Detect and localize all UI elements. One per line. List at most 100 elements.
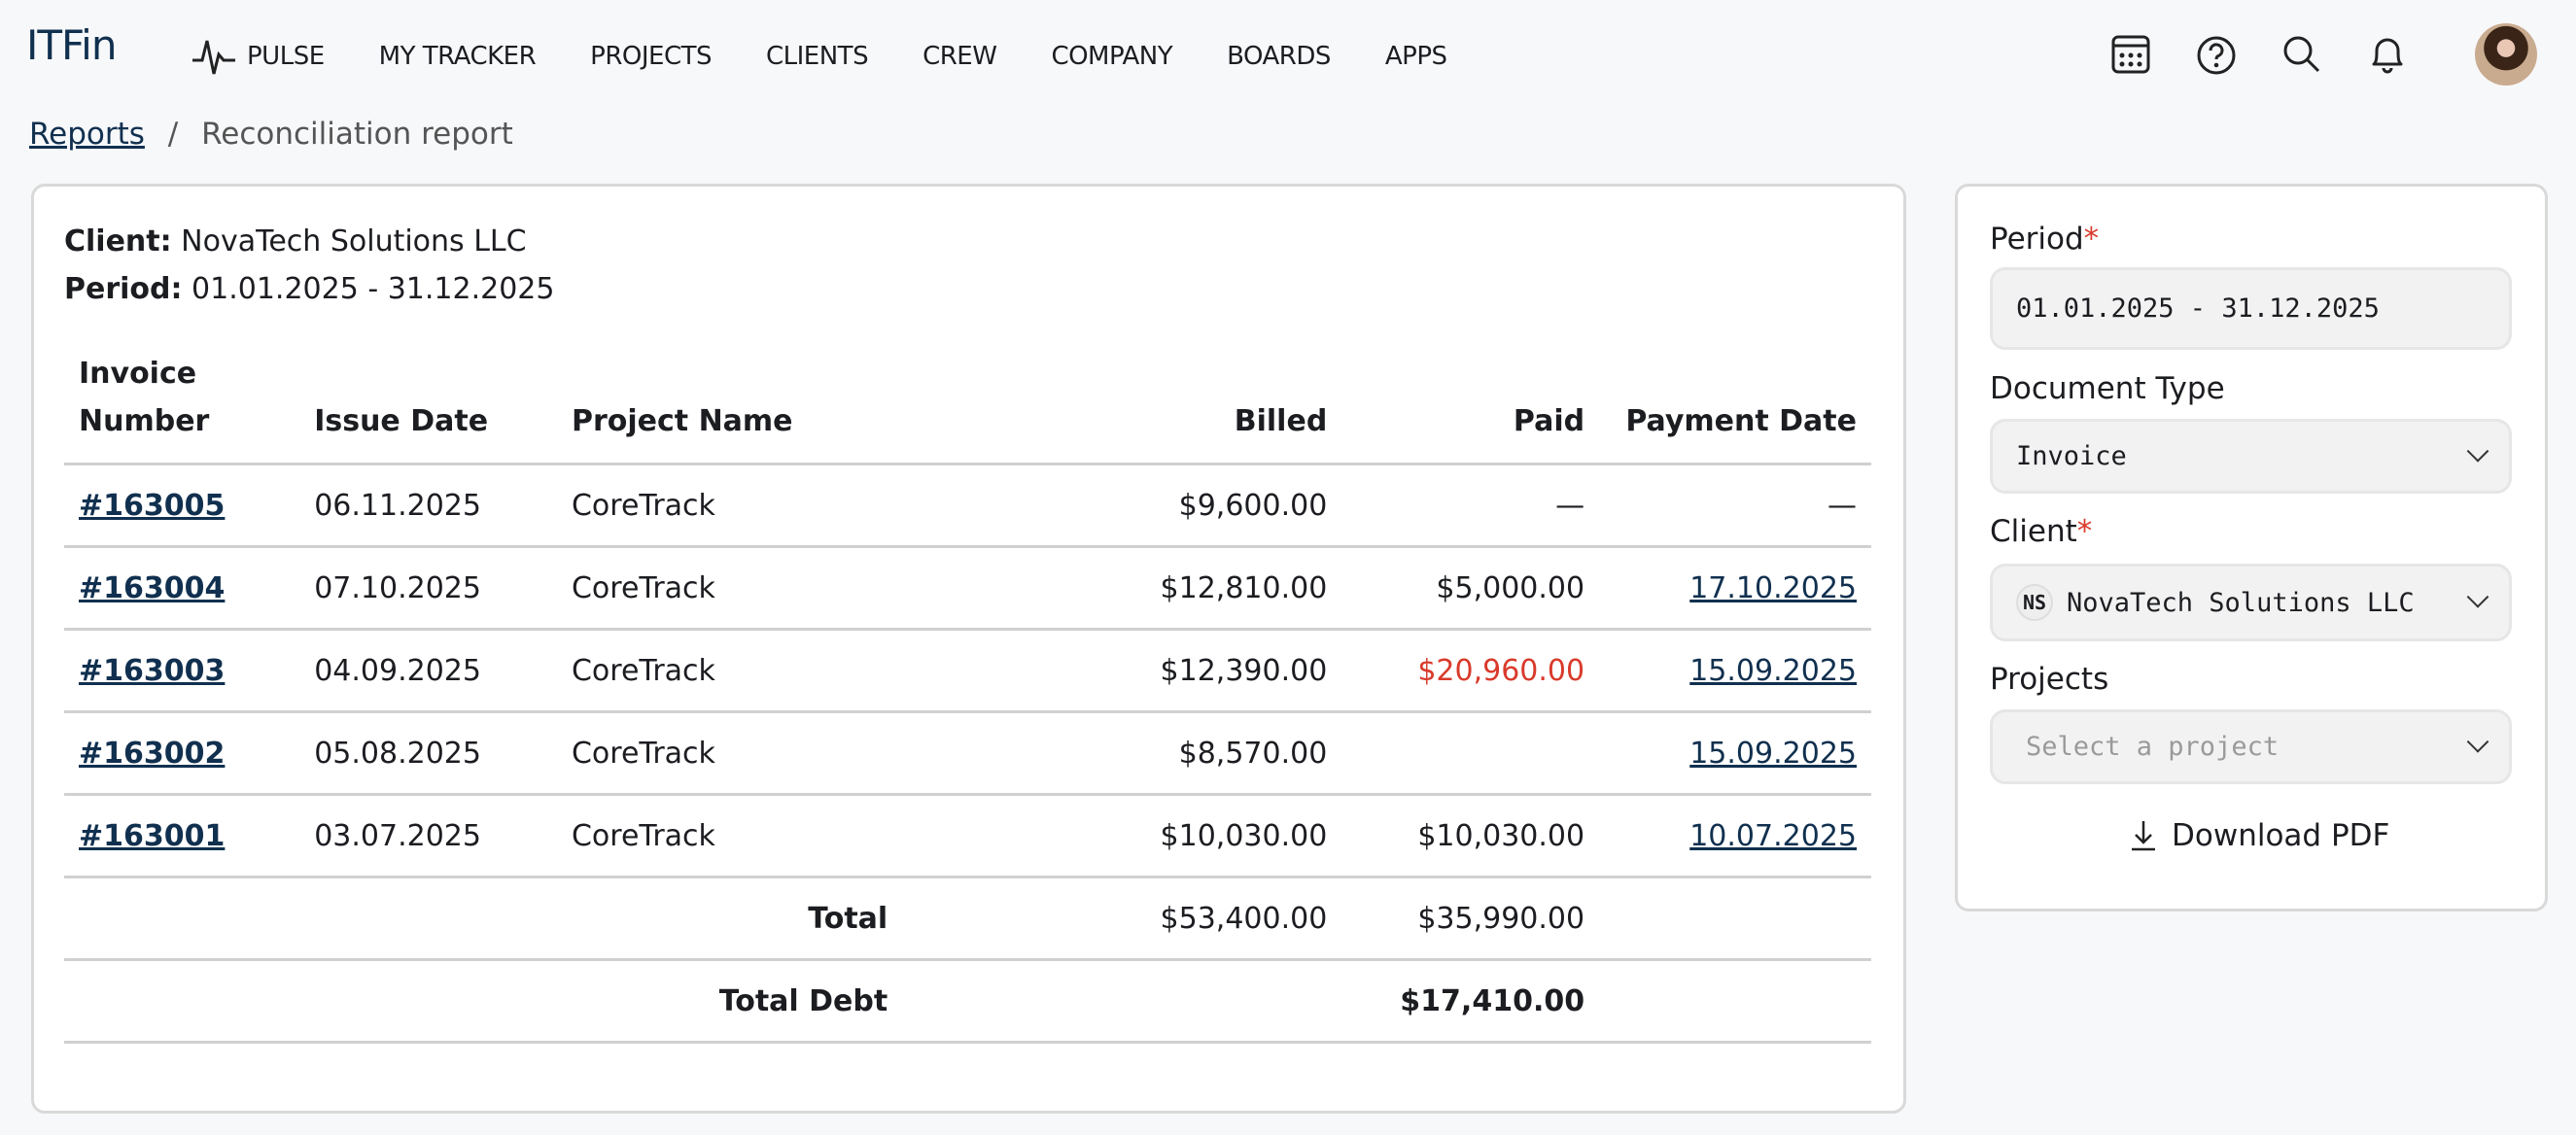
invoice-link[interactable]: #163003 bbox=[79, 653, 226, 688]
payment-date-link[interactable]: 15.09.2025 bbox=[1689, 653, 1857, 688]
calendar-icon[interactable] bbox=[2109, 33, 2152, 76]
col-paid: Paid bbox=[1341, 350, 1600, 465]
paid-cell bbox=[1341, 711, 1600, 796]
client-name: NovaTech Solutions LLC bbox=[181, 224, 527, 258]
bell-icon[interactable] bbox=[2366, 33, 2409, 76]
nav-boards[interactable]: BOARDS bbox=[1227, 42, 1331, 71]
billed-cell: $12,810.00 bbox=[902, 546, 1342, 631]
col-invoice-number: Invoice Number bbox=[64, 350, 300, 465]
billed-cell: $9,600.00 bbox=[902, 464, 1342, 548]
payment-date-cell: 10.07.2025 bbox=[1599, 794, 1871, 878]
invoice-cell: #163005 bbox=[64, 464, 300, 548]
payment-date-cell: 17.10.2025 bbox=[1599, 546, 1871, 631]
payment-date-cell: 15.09.2025 bbox=[1599, 629, 1871, 713]
nav-pulse-label: PULSE bbox=[247, 42, 325, 71]
invoice-link[interactable]: #163004 bbox=[79, 570, 226, 605]
search-icon[interactable] bbox=[2280, 33, 2323, 76]
breadcrumb-reports-link[interactable]: Reports bbox=[29, 117, 145, 152]
nav-crew[interactable]: CREW bbox=[922, 42, 997, 71]
payment-date-cell: — bbox=[1599, 464, 1871, 548]
total-billed: $53,400.00 bbox=[902, 877, 1342, 961]
reconciliation-table: Invoice Number Issue Date Project Name B… bbox=[64, 350, 1871, 1044]
paid-cell: — bbox=[1341, 464, 1600, 548]
download-pdf-label: Download PDF bbox=[2172, 818, 2390, 853]
invoice-link[interactable]: #163001 bbox=[79, 818, 226, 853]
document-type-select[interactable]: Invoice bbox=[1990, 419, 2512, 494]
invoice-cell: #163004 bbox=[64, 546, 300, 631]
projects-filter-label: Projects bbox=[1990, 662, 2109, 697]
project-cell: CoreTrack bbox=[556, 711, 903, 796]
issue-date-cell: 04.09.2025 bbox=[299, 629, 557, 713]
issue-date-cell: 07.10.2025 bbox=[299, 546, 557, 631]
table-row: #163004 07.10.2025 CoreTrack $12,810.00 … bbox=[64, 546, 1871, 631]
projects-placeholder: Select a project bbox=[2026, 732, 2280, 762]
issue-date-cell: 03.07.2025 bbox=[299, 794, 557, 878]
table-row: #163002 05.08.2025 CoreTrack $8,570.00 1… bbox=[64, 711, 1871, 796]
total-paid: $35,990.00 bbox=[1341, 877, 1600, 961]
nav-clients[interactable]: CLIENTS bbox=[766, 42, 869, 71]
projects-select[interactable]: Select a project bbox=[1990, 709, 2512, 784]
chevron-down-icon bbox=[2466, 730, 2489, 753]
avatar[interactable] bbox=[2475, 23, 2537, 86]
total-label: Total bbox=[64, 877, 903, 961]
nav-projects[interactable]: PROJECTS bbox=[590, 42, 712, 71]
project-cell: CoreTrack bbox=[556, 629, 903, 713]
total-row: Total $53,400.00 $35,990.00 bbox=[64, 877, 1871, 961]
client-label: Client: bbox=[64, 224, 172, 258]
download-pdf-button[interactable]: Download PDF bbox=[2129, 818, 2389, 853]
table-header: Invoice Number Issue Date Project Name B… bbox=[64, 350, 1871, 465]
period-label: Period: bbox=[64, 272, 183, 306]
col-billed: Billed bbox=[902, 350, 1342, 465]
invoice-link[interactable]: #163002 bbox=[79, 736, 226, 771]
main-nav: PULSE MY TRACKER PROJECTS CLIENTS CREW C… bbox=[191, 35, 1447, 78]
table-row: #163005 06.11.2025 CoreTrack $9,600.00 —… bbox=[64, 464, 1871, 548]
period-input[interactable]: 01.01.2025 - 31.12.2025 bbox=[1990, 267, 2512, 350]
billed-cell: $12,390.00 bbox=[902, 629, 1342, 713]
document-type-value: Invoice bbox=[2016, 441, 2127, 471]
paid-cell: $10,030.00 bbox=[1341, 794, 1600, 878]
client-select[interactable]: NS NovaTech Solutions LLC bbox=[1990, 564, 2512, 641]
project-cell: CoreTrack bbox=[556, 546, 903, 631]
report-meta: Client: NovaTech Solutions LLC Period: 0… bbox=[64, 218, 554, 313]
issue-date-cell: 06.11.2025 bbox=[299, 464, 557, 548]
breadcrumb-current: Reconciliation report bbox=[201, 117, 513, 152]
issue-date-cell: 05.08.2025 bbox=[299, 711, 557, 796]
nav-my-tracker[interactable]: MY TRACKER bbox=[378, 42, 537, 71]
download-icon bbox=[2132, 821, 2155, 851]
project-cell: CoreTrack bbox=[556, 464, 903, 548]
billed-cell: $8,570.00 bbox=[902, 711, 1342, 796]
nav-apps[interactable]: APPS bbox=[1384, 42, 1447, 71]
client-filter-label: Client* bbox=[1990, 514, 2093, 549]
client-select-value: NovaTech Solutions LLC bbox=[2067, 587, 2415, 618]
col-issue-date: Issue Date bbox=[299, 350, 557, 465]
invoice-link[interactable]: #163005 bbox=[79, 488, 226, 523]
paid-cell: $20,960.00 bbox=[1341, 629, 1600, 713]
payment-date-link[interactable]: 15.09.2025 bbox=[1689, 736, 1857, 771]
payment-date-empty: — bbox=[1828, 488, 1857, 523]
breadcrumb-separator: / bbox=[167, 117, 179, 152]
nav-company[interactable]: COMPANY bbox=[1051, 42, 1173, 71]
app-logo[interactable]: ITFin bbox=[26, 21, 117, 69]
col-payment-date: Payment Date bbox=[1599, 350, 1871, 465]
invoice-cell: #163002 bbox=[64, 711, 300, 796]
billed-cell: $10,030.00 bbox=[902, 794, 1342, 878]
period-input-value: 01.01.2025 - 31.12.2025 bbox=[2016, 293, 2380, 324]
paid-cell: $5,000.00 bbox=[1341, 546, 1600, 631]
invoice-cell: #163003 bbox=[64, 629, 300, 713]
invoice-cell: #163001 bbox=[64, 794, 300, 878]
table-row: #163003 04.09.2025 CoreTrack $12,390.00 … bbox=[64, 629, 1871, 713]
nav-pulse[interactable]: PULSE bbox=[191, 35, 325, 78]
chevron-down-icon bbox=[2466, 586, 2489, 608]
total-debt-label: Total Debt bbox=[64, 959, 903, 1044]
payment-date-link[interactable]: 17.10.2025 bbox=[1689, 570, 1857, 605]
project-cell: CoreTrack bbox=[556, 794, 903, 878]
breadcrumb: Reports / Reconciliation report bbox=[29, 117, 513, 152]
col-project-name: Project Name bbox=[556, 350, 903, 465]
period-filter-label: Period* bbox=[1990, 222, 2100, 257]
period-value: 01.01.2025 - 31.12.2025 bbox=[191, 272, 555, 306]
help-icon[interactable] bbox=[2195, 34, 2238, 77]
payment-date-link[interactable]: 10.07.2025 bbox=[1689, 818, 1857, 853]
document-type-label: Document Type bbox=[1990, 371, 2225, 406]
table-row: #163001 03.07.2025 CoreTrack $10,030.00 … bbox=[64, 794, 1871, 878]
payment-date-cell: 15.09.2025 bbox=[1599, 711, 1871, 796]
